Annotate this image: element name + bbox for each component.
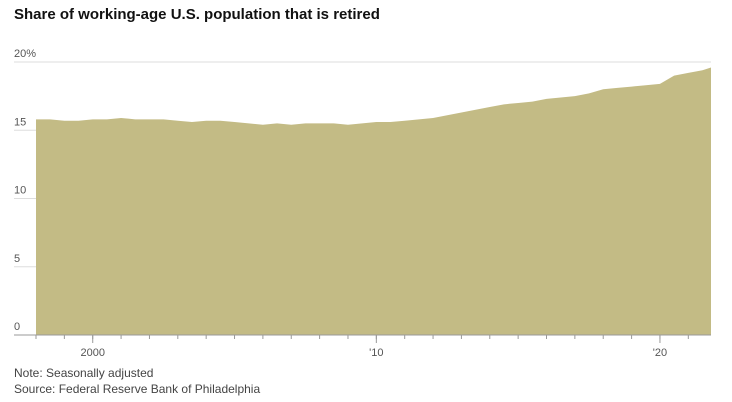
x-tick-label: 2000 [80,347,104,359]
x-axis [14,334,711,343]
source-text: Source: Federal Reserve Bank of Philadel… [14,382,261,396]
area-series-0 [36,67,711,336]
y-tick-label: 5 [14,253,20,265]
x-tick-label: '10 [369,347,383,359]
x-tick-labels: 2000 '10 '20 [80,347,667,359]
y-tick-label: 20% [14,48,36,60]
y-tick-labels: 20% 15 10 5 0 [14,48,36,333]
chart-title: Share of working-age U.S. population tha… [14,6,380,23]
y-tick-label: 0 [14,321,20,333]
note-text: Note: Seasonally adjusted [14,366,154,380]
y-tick-label: 10 [14,185,26,197]
x-tick-label: '20 [653,347,667,359]
y-tick-label: 15 [14,116,26,128]
area-series [36,67,711,336]
